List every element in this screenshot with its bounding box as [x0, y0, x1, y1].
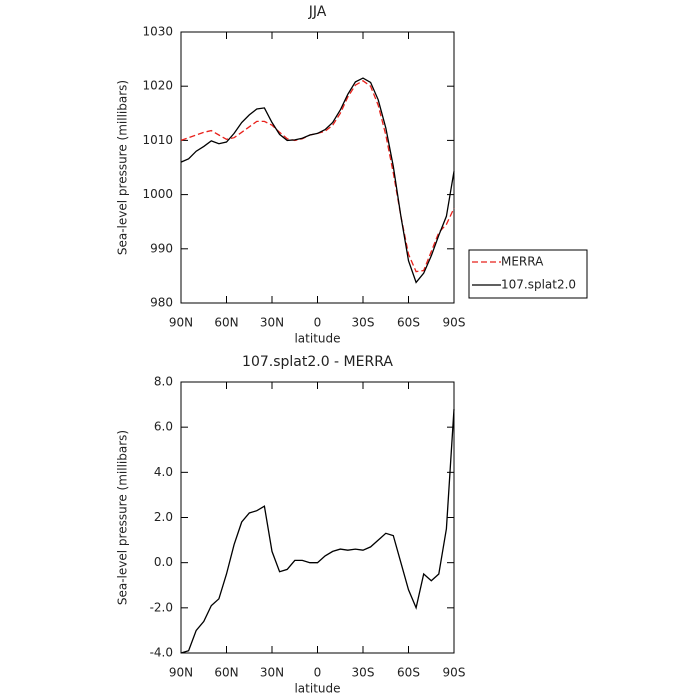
- x-tick-label: 60N: [214, 316, 238, 330]
- x-tick-label: 90S: [443, 316, 466, 330]
- x-tick-label: 60S: [397, 316, 420, 330]
- legend-label: MERRA: [501, 255, 544, 269]
- y-tick-label: -4.0: [150, 646, 173, 660]
- x-tick-label: 90N: [169, 316, 193, 330]
- x-axis-label: latitude: [294, 332, 340, 346]
- x-tick-label: 0: [314, 666, 322, 680]
- y-tick-label: 1030: [142, 25, 173, 39]
- y-tick-label: 0.0: [154, 555, 173, 569]
- x-tick-label: 30S: [352, 316, 375, 330]
- x-tick-label: 30N: [260, 316, 284, 330]
- x-tick-label: 60N: [214, 666, 238, 680]
- y-tick-label: 1010: [142, 133, 173, 147]
- y-tick-label: 2.0: [154, 510, 173, 524]
- y-tick-label: 6.0: [154, 420, 173, 434]
- x-tick-label: 90S: [443, 666, 466, 680]
- y-tick-label: 8.0: [154, 375, 173, 389]
- x-tick-label: 30S: [352, 666, 375, 680]
- y-tick-label: 1000: [142, 187, 173, 201]
- data-line: [180, 409, 455, 654]
- x-tick-label: 60S: [397, 666, 420, 680]
- y-axis-label: Sea-level pressure (millibars): [116, 430, 130, 605]
- x-tick-label: 90N: [169, 666, 193, 680]
- y-tick-label: -2.0: [150, 600, 173, 614]
- y-tick-label: 980: [150, 296, 173, 310]
- data-line: [180, 80, 455, 273]
- x-tick-label: 30N: [260, 666, 284, 680]
- data-line: [180, 77, 455, 284]
- plot-frame: [180, 381, 455, 654]
- x-tick-label: 0: [314, 316, 322, 330]
- y-tick-label: 4.0: [154, 465, 173, 479]
- y-tick-label: 1020: [142, 79, 173, 93]
- x-axis-label: latitude: [294, 682, 340, 696]
- plot-frame: [180, 31, 455, 304]
- legend-box: [468, 249, 588, 299]
- chart-title: 107.splat2.0 - MERRA: [242, 354, 393, 370]
- legend-label: 107.splat2.0: [501, 278, 576, 292]
- y-axis-label: Sea-level pressure (millibars): [116, 80, 130, 255]
- y-tick-label: 990: [150, 241, 173, 255]
- chart-title: JJA: [308, 4, 327, 20]
